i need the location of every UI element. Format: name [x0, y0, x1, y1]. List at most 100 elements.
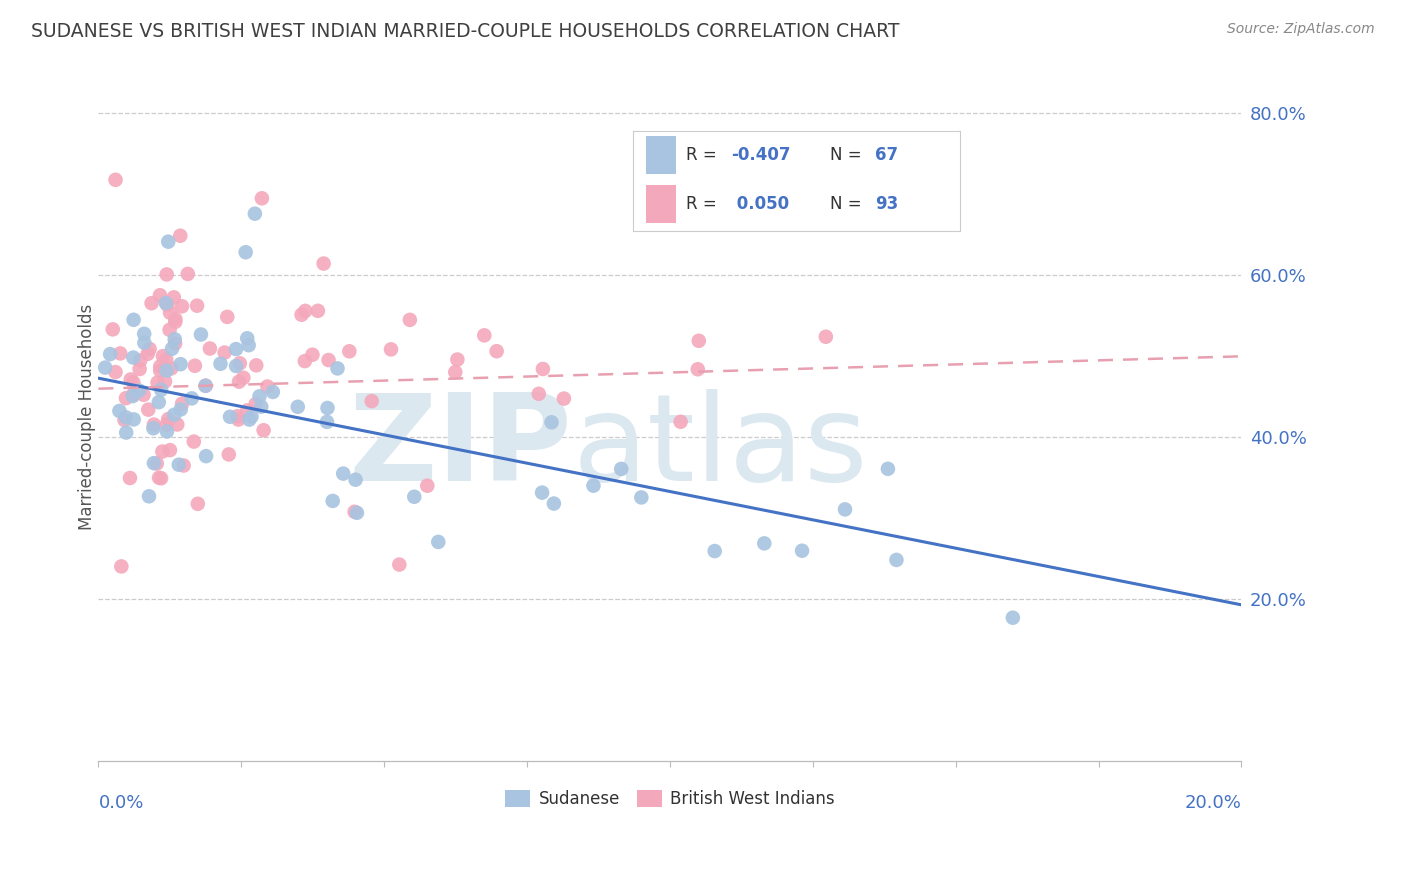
Point	[149, 359, 172, 374]
Point	[104, 173, 127, 187]
Point	[250, 400, 273, 414]
Point	[250, 191, 273, 205]
Point	[531, 485, 554, 500]
Point	[167, 458, 190, 472]
Point	[485, 344, 508, 359]
Point	[553, 392, 575, 406]
Point	[152, 349, 174, 363]
Point	[128, 384, 150, 398]
Point	[527, 386, 550, 401]
Point	[886, 553, 908, 567]
Point	[122, 412, 145, 426]
Point	[214, 345, 236, 359]
Point	[834, 502, 856, 516]
Point	[790, 543, 813, 558]
Point	[228, 412, 250, 426]
Point	[183, 434, 205, 449]
Point	[155, 352, 177, 367]
Point	[399, 313, 422, 327]
Point	[153, 375, 176, 389]
Point	[416, 479, 439, 493]
Point	[543, 497, 565, 511]
Point	[163, 290, 186, 304]
Point	[301, 348, 323, 362]
Point	[531, 362, 554, 376]
Point	[136, 347, 159, 361]
Point	[346, 506, 368, 520]
Point	[217, 310, 239, 324]
Point	[195, 449, 218, 463]
Point	[294, 304, 316, 318]
Point	[159, 323, 181, 337]
Point	[169, 228, 191, 243]
Point	[209, 357, 232, 371]
Point	[360, 394, 382, 409]
Point	[122, 313, 145, 327]
Point	[122, 351, 145, 365]
Point	[229, 356, 252, 370]
Point	[228, 375, 250, 389]
Point	[290, 308, 312, 322]
Point	[343, 505, 366, 519]
Point	[877, 462, 900, 476]
Point	[132, 388, 155, 402]
Point	[136, 402, 159, 417]
Point	[1001, 611, 1024, 625]
Point	[150, 444, 173, 458]
Point	[165, 336, 187, 351]
Point	[94, 360, 117, 375]
Point	[180, 392, 202, 406]
Point	[120, 372, 142, 386]
Point	[540, 415, 562, 429]
Point	[115, 425, 138, 440]
Point	[122, 387, 145, 401]
Point	[307, 303, 329, 318]
Point	[444, 365, 467, 379]
Point	[610, 462, 633, 476]
Point	[225, 342, 247, 356]
Point	[170, 397, 193, 411]
Point	[238, 412, 260, 426]
Point	[148, 395, 170, 409]
Point	[669, 415, 692, 429]
Point	[129, 353, 152, 368]
Point	[814, 330, 837, 344]
Point	[337, 344, 360, 359]
Point	[427, 535, 450, 549]
Point	[157, 235, 180, 249]
Point	[388, 558, 411, 572]
Text: R =: R =	[686, 146, 721, 164]
Text: 93: 93	[876, 194, 898, 213]
Point	[128, 362, 150, 376]
Point	[165, 315, 187, 329]
Point	[155, 296, 177, 310]
Point	[159, 443, 181, 458]
Point	[146, 457, 169, 471]
Point	[156, 417, 179, 432]
Point	[157, 412, 180, 426]
Point	[146, 376, 169, 390]
Point	[141, 296, 163, 310]
Point	[134, 326, 156, 341]
Point	[322, 494, 344, 508]
Text: atlas: atlas	[572, 390, 869, 507]
Point	[150, 471, 173, 485]
Point	[226, 409, 249, 424]
Point	[122, 376, 145, 390]
Point	[630, 491, 652, 505]
Text: SUDANESE VS BRITISH WEST INDIAN MARRIED-COUPLE HOUSEHOLDS CORRELATION CHART: SUDANESE VS BRITISH WEST INDIAN MARRIED-…	[31, 22, 900, 41]
Text: R =: R =	[686, 194, 721, 213]
Bar	[647, 185, 676, 223]
Point	[318, 353, 340, 368]
Point	[754, 536, 776, 550]
Point	[236, 331, 259, 345]
Point	[249, 389, 271, 403]
Point	[149, 288, 172, 302]
Point	[287, 400, 309, 414]
Point	[134, 335, 156, 350]
Point	[194, 378, 217, 392]
Point	[138, 342, 160, 356]
Point	[184, 359, 207, 373]
Point	[219, 409, 242, 424]
Point	[115, 410, 138, 425]
